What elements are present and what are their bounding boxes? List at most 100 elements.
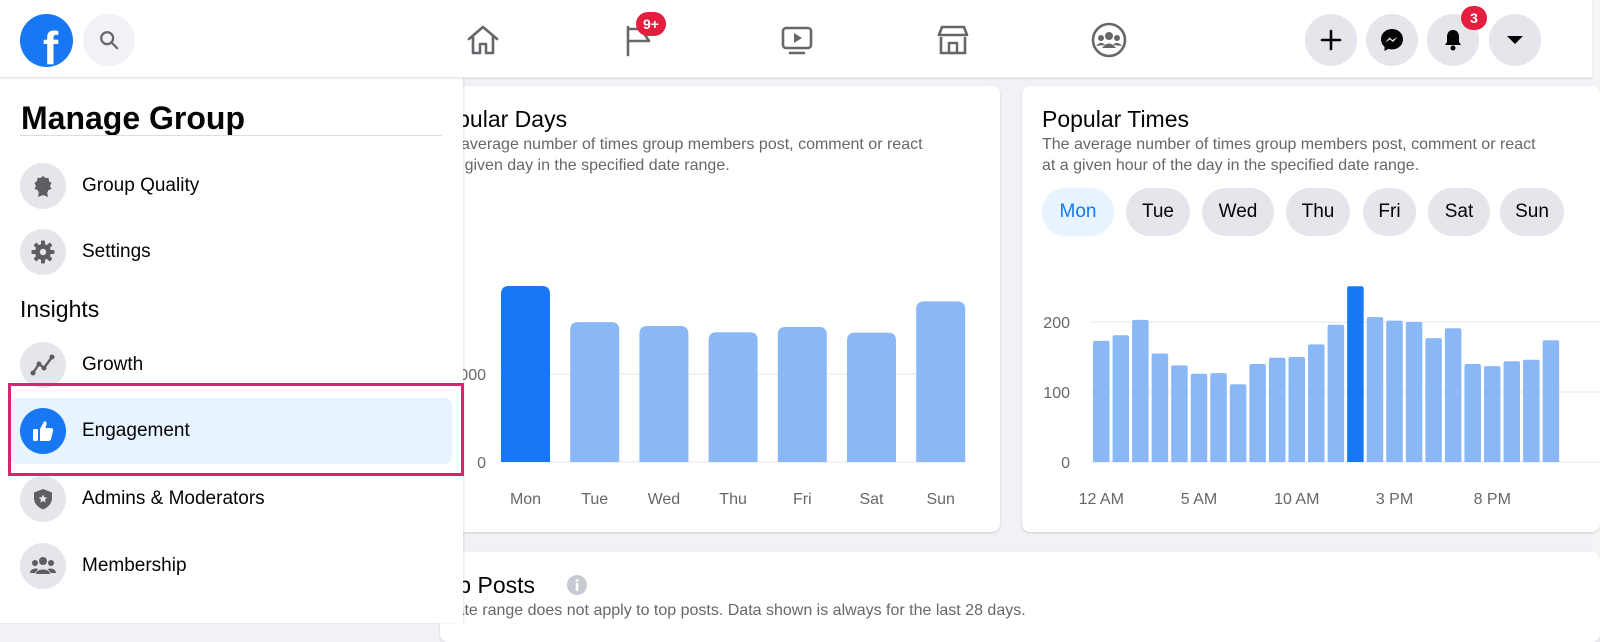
groups-nav-button[interactable] [1087, 18, 1131, 62]
bar-tue [570, 322, 620, 462]
bar-9-am [1268, 357, 1286, 462]
shield-icon [20, 476, 66, 522]
manage-group-sidebar: Manage Group Group Quality Settings Insi… [0, 78, 463, 623]
messenger-icon [1381, 29, 1403, 51]
top-navigation-bar: f 9+ 3 [0, 0, 1592, 78]
bar-5-pm [1425, 338, 1442, 462]
sidebar-item-settings[interactable]: Settings [10, 219, 452, 285]
sidebar-item-label: Admins & Moderators [82, 488, 265, 509]
sidebar-item-admins-moderators[interactable]: Admins & Moderators [10, 466, 452, 532]
popular-times-description-line2: at a given hour of the day in the specif… [1042, 157, 1420, 174]
day-chip-thu[interactable]: Thu [1286, 188, 1350, 236]
bar-wed [639, 326, 689, 462]
bar-2-pm [1366, 317, 1384, 462]
bar-4-pm [1405, 322, 1423, 462]
popular-days-description-line1: The average number of times group member… [440, 136, 923, 153]
sidebar-divider [20, 135, 442, 136]
video-icon [781, 26, 813, 55]
notifications-count-badge: 3 [1461, 6, 1487, 30]
watch-nav-button[interactable] [775, 18, 819, 62]
gear-icon [20, 229, 66, 275]
sidebar-item-label: Engagement [82, 420, 190, 441]
popular-days-description-line2: on a given day in the specified date ran… [440, 157, 730, 174]
people-icon [20, 543, 66, 589]
popular-times-card: Popular Times The average number of time… [1022, 86, 1600, 532]
y-tick-label: 0 [477, 455, 486, 472]
home-nav-button[interactable] [461, 18, 505, 62]
info-icon[interactable] [566, 574, 588, 596]
x-tick-label: 5 AM [1181, 491, 1217, 508]
thumbs-up-icon [20, 408, 66, 454]
bell-icon [1445, 30, 1461, 51]
y-tick-label: 100 [1043, 385, 1070, 402]
bar-sat [847, 332, 896, 462]
pages-notification-badge: 9+ [636, 12, 666, 36]
account-menu-button[interactable] [1489, 14, 1541, 66]
bar-8-am [1249, 364, 1266, 462]
day-chip-wed[interactable]: Wed [1202, 188, 1274, 236]
search-button[interactable] [83, 14, 135, 66]
bar-6-pm [1444, 328, 1462, 462]
bar-12-am [1093, 340, 1110, 462]
insights-section-heading: Insights [20, 296, 100, 322]
bar-9-pm [1503, 361, 1521, 462]
bar-11-pm [1542, 340, 1560, 462]
bar-10-am [1288, 357, 1305, 462]
bar-12-pm [1327, 324, 1345, 462]
x-tick-label: 3 PM [1376, 491, 1413, 508]
popular-times-description-line1: The average number of times group member… [1042, 136, 1536, 153]
sidebar-item-membership[interactable]: Membership [10, 533, 452, 599]
popular-times-title: Popular Times [1042, 106, 1190, 132]
bar-mon [501, 286, 550, 462]
x-tick-label: Sat [859, 491, 884, 508]
day-chip-mon[interactable]: Mon [1042, 188, 1114, 236]
y-tick-label: 0 [1061, 455, 1070, 472]
bar-7-pm [1464, 364, 1481, 462]
bar-11-am [1308, 344, 1325, 462]
x-tick-label: Thu [719, 491, 747, 508]
groups-icon [1091, 22, 1127, 58]
bar-2-am [1132, 319, 1149, 462]
plus-icon [1320, 29, 1342, 51]
bar-6-am [1210, 373, 1227, 462]
award-icon [20, 163, 66, 209]
popular-times-chart: 0 100 200 12 AM 5 AM 10 AM 3 PM 8 PM [1043, 286, 1600, 508]
bar-3-am [1151, 353, 1169, 462]
bar-thu [708, 332, 758, 462]
x-tick-label: Tue [581, 491, 608, 508]
sidebar-item-group-quality[interactable]: Group Quality [10, 153, 452, 219]
caret-down-icon [1507, 36, 1523, 44]
day-chip-sun[interactable]: Sun [1500, 188, 1564, 236]
sidebar-item-label: Settings [82, 241, 151, 262]
bar-4-am [1171, 365, 1188, 462]
bar-1-am [1112, 335, 1130, 462]
x-tick-label: Mon [510, 491, 541, 508]
day-chip-sat[interactable]: Sat [1428, 188, 1490, 236]
home-icon [467, 25, 499, 55]
top-posts-description: Date range does not apply to top posts. … [444, 602, 1026, 619]
sidebar-title: Manage Group [21, 100, 246, 136]
bar-10-pm [1523, 359, 1540, 462]
sidebar-item-growth[interactable]: Growth [10, 332, 452, 398]
sidebar-item-label: Membership [82, 555, 187, 576]
day-chip-fri[interactable]: Fri [1363, 188, 1416, 236]
bar-8-pm [1484, 366, 1501, 462]
facebook-logo[interactable]: f [20, 14, 73, 67]
x-tick-label: Sun [926, 491, 954, 508]
marketplace-nav-button[interactable] [931, 18, 975, 62]
x-tick-label: 10 AM [1274, 491, 1319, 508]
create-button[interactable] [1305, 14, 1357, 66]
day-chip-tue[interactable]: Tue [1126, 188, 1190, 236]
x-tick-label: Fri [793, 491, 812, 508]
search-icon [100, 31, 119, 50]
bar-fri [777, 326, 827, 462]
messenger-button[interactable] [1366, 14, 1418, 66]
x-tick-label: 12 AM [1079, 491, 1124, 508]
popular-days-card: Popular Days The average number of times… [440, 86, 1000, 532]
sidebar-item-engagement[interactable]: Engagement [10, 398, 452, 464]
bar-5-am [1190, 373, 1208, 462]
x-tick-label: Wed [648, 491, 681, 508]
bar-3-pm [1386, 320, 1403, 462]
x-tick-label: 8 PM [1474, 491, 1511, 508]
top-posts-card: Top Posts Date range does not apply to t… [440, 552, 1600, 642]
